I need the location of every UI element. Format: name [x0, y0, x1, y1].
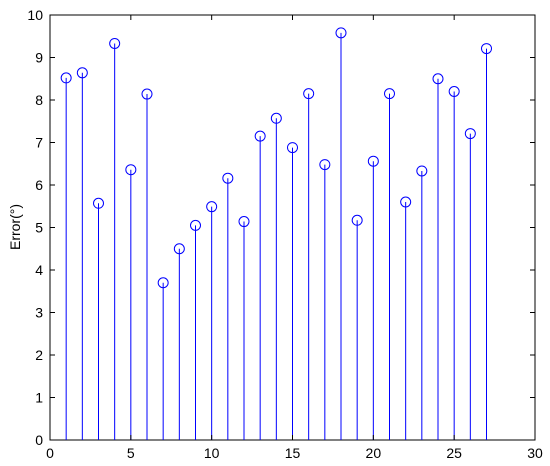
- y-axis-ticks: 0 1 2 3 4 5 6 7 8 9 10: [27, 7, 535, 448]
- stem-marker: [384, 88, 395, 100]
- stem-marker: [351, 214, 363, 226]
- y-tick-label: 8: [35, 92, 43, 108]
- x-tick-label: 15: [285, 445, 301, 461]
- stem-marker: [416, 165, 428, 177]
- stem-marker: [190, 219, 201, 231]
- stem-marker: [335, 27, 347, 39]
- x-tick-label: 20: [366, 445, 382, 461]
- stem-marker: [60, 72, 72, 84]
- y-tick-label: 6: [35, 177, 43, 193]
- x-tick-label: 0: [46, 445, 54, 461]
- x-tick-label: 5: [127, 445, 135, 461]
- y-tick-label: 0: [35, 432, 43, 448]
- y-tick-label: 3: [35, 305, 43, 321]
- stem-marker: [238, 216, 250, 228]
- x-tick-label: 10: [204, 445, 220, 461]
- stem-marker: [464, 128, 476, 140]
- y-tick-label: 4: [35, 262, 43, 278]
- stem-marker: [448, 86, 460, 97]
- stem-marker: [173, 243, 185, 255]
- stem-marker: [254, 130, 266, 142]
- y-tick-label: 7: [35, 135, 43, 151]
- stems-group: [65, 32, 487, 440]
- y-tick-label: 5: [35, 220, 43, 236]
- stem-marker: [125, 164, 137, 176]
- y-tick-label: 9: [35, 50, 43, 66]
- stem-marker: [222, 172, 234, 184]
- stem-marker: [319, 159, 331, 171]
- stem-marker: [367, 155, 379, 167]
- stem-marker: [270, 112, 282, 124]
- stem-marker: [432, 73, 444, 85]
- y-tick-label: 2: [35, 347, 43, 363]
- x-axis-ticks: 0 5 10 15 20 25 30: [46, 15, 543, 461]
- stem-marker: [93, 197, 104, 209]
- y-axis-title: Error(°): [7, 204, 23, 250]
- stem-marker: [481, 43, 492, 55]
- stem-marker: [287, 142, 298, 154]
- y-tick-label: 10: [27, 7, 43, 23]
- stem-marker: [141, 88, 153, 100]
- stem-marker: [76, 67, 88, 79]
- y-tick-label: 1: [35, 390, 43, 406]
- stem-marker: [400, 196, 412, 208]
- markers-group: [60, 27, 492, 289]
- stem-marker: [206, 201, 218, 213]
- stem-marker: [109, 37, 121, 49]
- stem-marker: [157, 277, 169, 289]
- x-tick-label: 30: [527, 445, 543, 461]
- x-tick-label: 25: [446, 445, 462, 461]
- stem-marker: [303, 88, 315, 100]
